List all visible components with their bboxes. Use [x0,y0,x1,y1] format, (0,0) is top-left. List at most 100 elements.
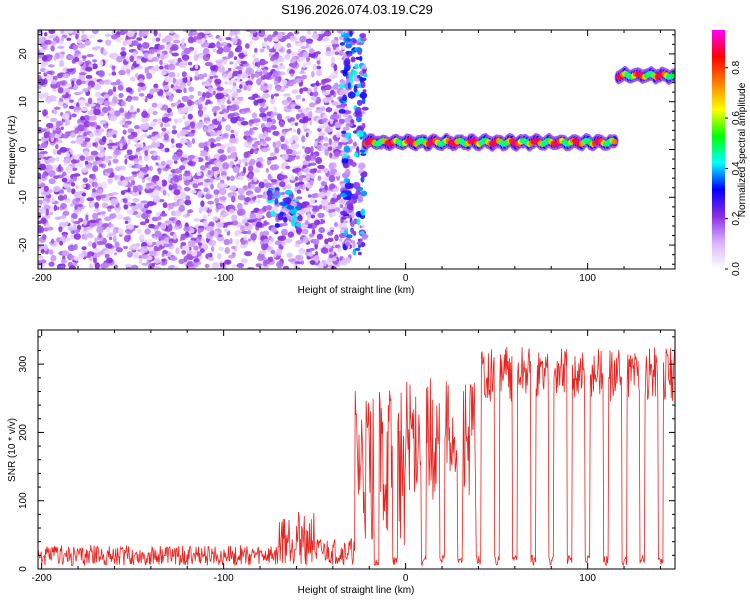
spectrogram-blob [92,256,98,264]
spectrogram-blob [360,208,366,216]
spectrogram-blob [247,219,255,223]
spectrogram-blob [191,249,198,257]
spectrogram-blob [104,33,112,37]
spectrogram-blob [149,30,154,35]
spectrogram-blob [330,266,337,269]
spectrogram-blob [296,127,301,135]
spectrogram-blob [74,127,80,134]
spectrogram-blob [220,104,226,110]
spectrogram-blob [263,238,270,244]
spectrogram-blob [209,71,217,76]
spectrogram-blob [281,153,289,161]
spectrogram-blob [295,78,302,84]
spectrogram-blob [130,264,139,269]
spectrogram-blob [224,222,229,228]
spectrogram-blob [59,146,68,153]
spectrogram-blob [70,182,76,187]
spectrogram-blob [280,135,285,143]
spectrogram-blob [329,183,336,190]
spectrogram-blob [144,66,150,74]
spectrogram-blob [103,249,111,256]
spectrogram-blob [106,257,113,264]
spectrogram-blob [205,192,212,200]
spectrogram-blob [286,42,292,48]
spectrogram-blob [247,165,254,173]
spectrogram-blob [147,238,153,246]
snr-y-ticks: 0 100 200 300 [18,336,675,572]
spectrogram-blob [145,209,153,215]
spectrogram-blob [236,263,245,269]
spectrogram-blob [320,247,329,254]
spectrogram-blob [222,56,229,60]
spectrogram-blob [291,89,299,94]
spectrogram-blob [290,219,296,226]
spectrogram-blob [199,164,206,171]
spectrogram-blob [263,220,268,227]
spectrogram-blob [240,258,248,264]
spectrogram-blob [105,168,114,174]
snr-y-tick-label: 300 [18,355,29,372]
spectrogram-blob [80,115,86,121]
spectrogram-blob [181,54,190,61]
spectrogram-blob [266,159,272,166]
spectrogram-blob [225,37,232,41]
spectrogram-blob [152,56,157,62]
spectrogram-blob [270,179,278,183]
spectrogram-blob [231,37,238,45]
spectrogram-blob [345,43,352,49]
spectrogram-blob [41,61,49,66]
spectrogram-blob [184,120,189,127]
spectrogram-blob [144,149,149,157]
spectrogram-y-tick-label: 0 [18,146,29,152]
spectrogram-blob [187,155,193,161]
spectrogram-blob [244,250,253,257]
spectrogram-blob [181,250,186,255]
spectrogram-blob [58,226,63,233]
spectrogram-blob [252,60,256,68]
spectrogram-blob [41,207,45,215]
snr-x-tick-label: -200 [32,573,52,584]
spectrogram-blob [83,150,89,157]
spectrogram-blob [89,132,95,138]
spectrogram-blob [173,160,178,164]
spectrogram-blob [101,202,109,209]
spectrogram-blob [311,32,319,40]
spectrogram-blob [60,258,67,264]
spectrogram-blob [204,61,213,67]
spectrogram-blob [329,257,338,262]
spectrogram-blob [97,212,102,216]
spectrogram-blob [268,127,272,133]
spectrogram-blob [157,215,162,221]
spectrogram-blob [203,141,209,146]
spectrogram-blob [301,228,309,235]
spectrogram-blob [143,154,150,162]
spectrogram-blob [67,30,74,34]
spectrogram-blob [230,146,237,153]
spectrogram-blob [267,84,273,92]
spectrogram-blob [325,205,329,213]
spectrogram-blob [81,246,87,251]
spectrogram-blob [68,246,76,251]
spectrogram-blob [141,110,148,119]
spectrogram-blob [83,131,88,137]
spectrogram-blob [89,263,93,269]
spectrogram-blob [98,251,104,256]
spectrogram-marks [38,30,675,269]
spectrogram-blob [343,110,352,115]
spectrogram-blob [240,73,249,79]
spectrogram-blob [84,137,91,142]
spectrogram-blob [76,224,82,231]
spectrogram-blob [286,49,292,55]
spectrogram-blob [83,114,90,122]
spectrogram-blob [260,75,266,80]
spectrogram-blob [161,179,168,186]
spectrogram-blob [262,93,270,99]
spectrogram-blob [218,42,223,48]
spectrogram-blob [357,244,362,248]
spectrogram-blob [75,137,84,145]
spectrogram-blob [328,137,333,146]
spectrogram-blob [180,44,186,50]
spectrogram-blob [65,83,72,88]
spectrogram-blob [345,241,350,247]
spectrogram-blob [270,125,277,131]
